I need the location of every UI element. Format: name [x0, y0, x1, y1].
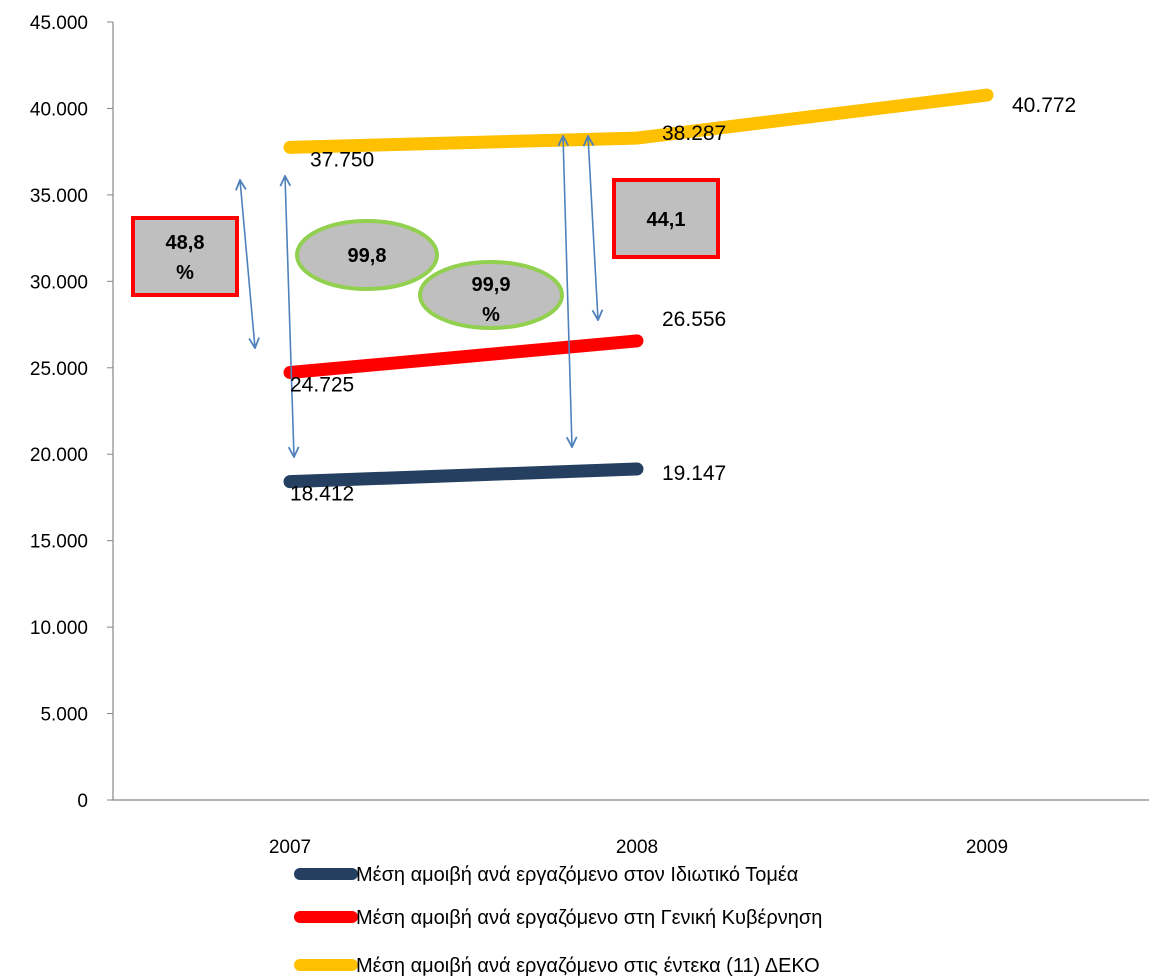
annotation-box-value: 44,1	[647, 209, 686, 231]
y-tick-label: 30.000	[30, 272, 88, 293]
annotation-box-unit: %	[176, 262, 194, 284]
annotation-box	[131, 216, 239, 297]
data-labels: 18.412 19.147 24.725 26.556 37.750 38.287 40.7…	[290, 94, 1076, 506]
data-label: 18.412	[290, 483, 354, 506]
x-tick-label: 2009	[966, 837, 1008, 858]
annotation-ellipse-value: 99,9	[472, 274, 511, 296]
data-label: 37.750	[310, 148, 374, 171]
y-tick-label: 45.000	[30, 13, 88, 34]
double-arrow	[588, 136, 598, 320]
legend-entry-label: Μέση αμοιβή ανά εργαζόμενο στις έντεκα (…	[356, 955, 820, 976]
legend-entry-label: Μέση αμοιβή ανά εργαζόμενο στη Γενική Κυ…	[356, 907, 822, 929]
data-label: 40.772	[1012, 94, 1076, 117]
y-tick-label: 15.000	[30, 532, 88, 553]
x-tick-label: 2008	[616, 837, 658, 858]
legend: Μέση αμοιβή ανά εργαζόμενο στον Ιδιωτικό…	[294, 864, 822, 976]
annotation-box-value: 48,8	[166, 232, 205, 254]
annotation-ellipse-unit: %	[482, 304, 500, 326]
y-tick-label: 25.000	[30, 359, 88, 380]
x-tick-label: 2007	[269, 837, 311, 858]
y-tick-label: 35.000	[30, 186, 88, 207]
series-lines	[283, 88, 994, 489]
legend-entry-label: Μέση αμοιβή ανά εργαζόμενο στον Ιδιωτικό…	[356, 864, 798, 886]
axes: 0 5.000 10.000 15.000 20.000 25.000 30.000 35.0…	[30, 13, 1149, 858]
annotation-ellipse	[295, 219, 439, 291]
y-tick-label: 40.000	[30, 99, 88, 120]
y-tick-label: 5.000	[40, 705, 88, 726]
data-label: 24.725	[290, 374, 354, 397]
annotation-ellipse-value: 99,8	[348, 245, 387, 267]
annotation-arrows	[240, 136, 598, 457]
y-tick-label: 20.000	[30, 445, 88, 466]
data-label: 38.287	[662, 122, 726, 145]
y-tick-label: 10.000	[30, 618, 88, 639]
annotation-ellipse	[418, 260, 564, 330]
series-line-2	[283, 334, 644, 380]
series-line-3	[283, 88, 994, 154]
annotation-shapes: 48,8% 44,1 99,8 99,9%	[131, 178, 720, 330]
double-arrow	[563, 136, 572, 447]
data-label: 26.556	[662, 308, 726, 331]
annotation-box	[612, 178, 720, 259]
data-label: 19.147	[662, 462, 726, 485]
double-arrow	[285, 176, 294, 457]
double-arrow	[240, 180, 255, 348]
series-line-1	[283, 462, 644, 489]
y-tick-label: 0	[77, 791, 88, 812]
